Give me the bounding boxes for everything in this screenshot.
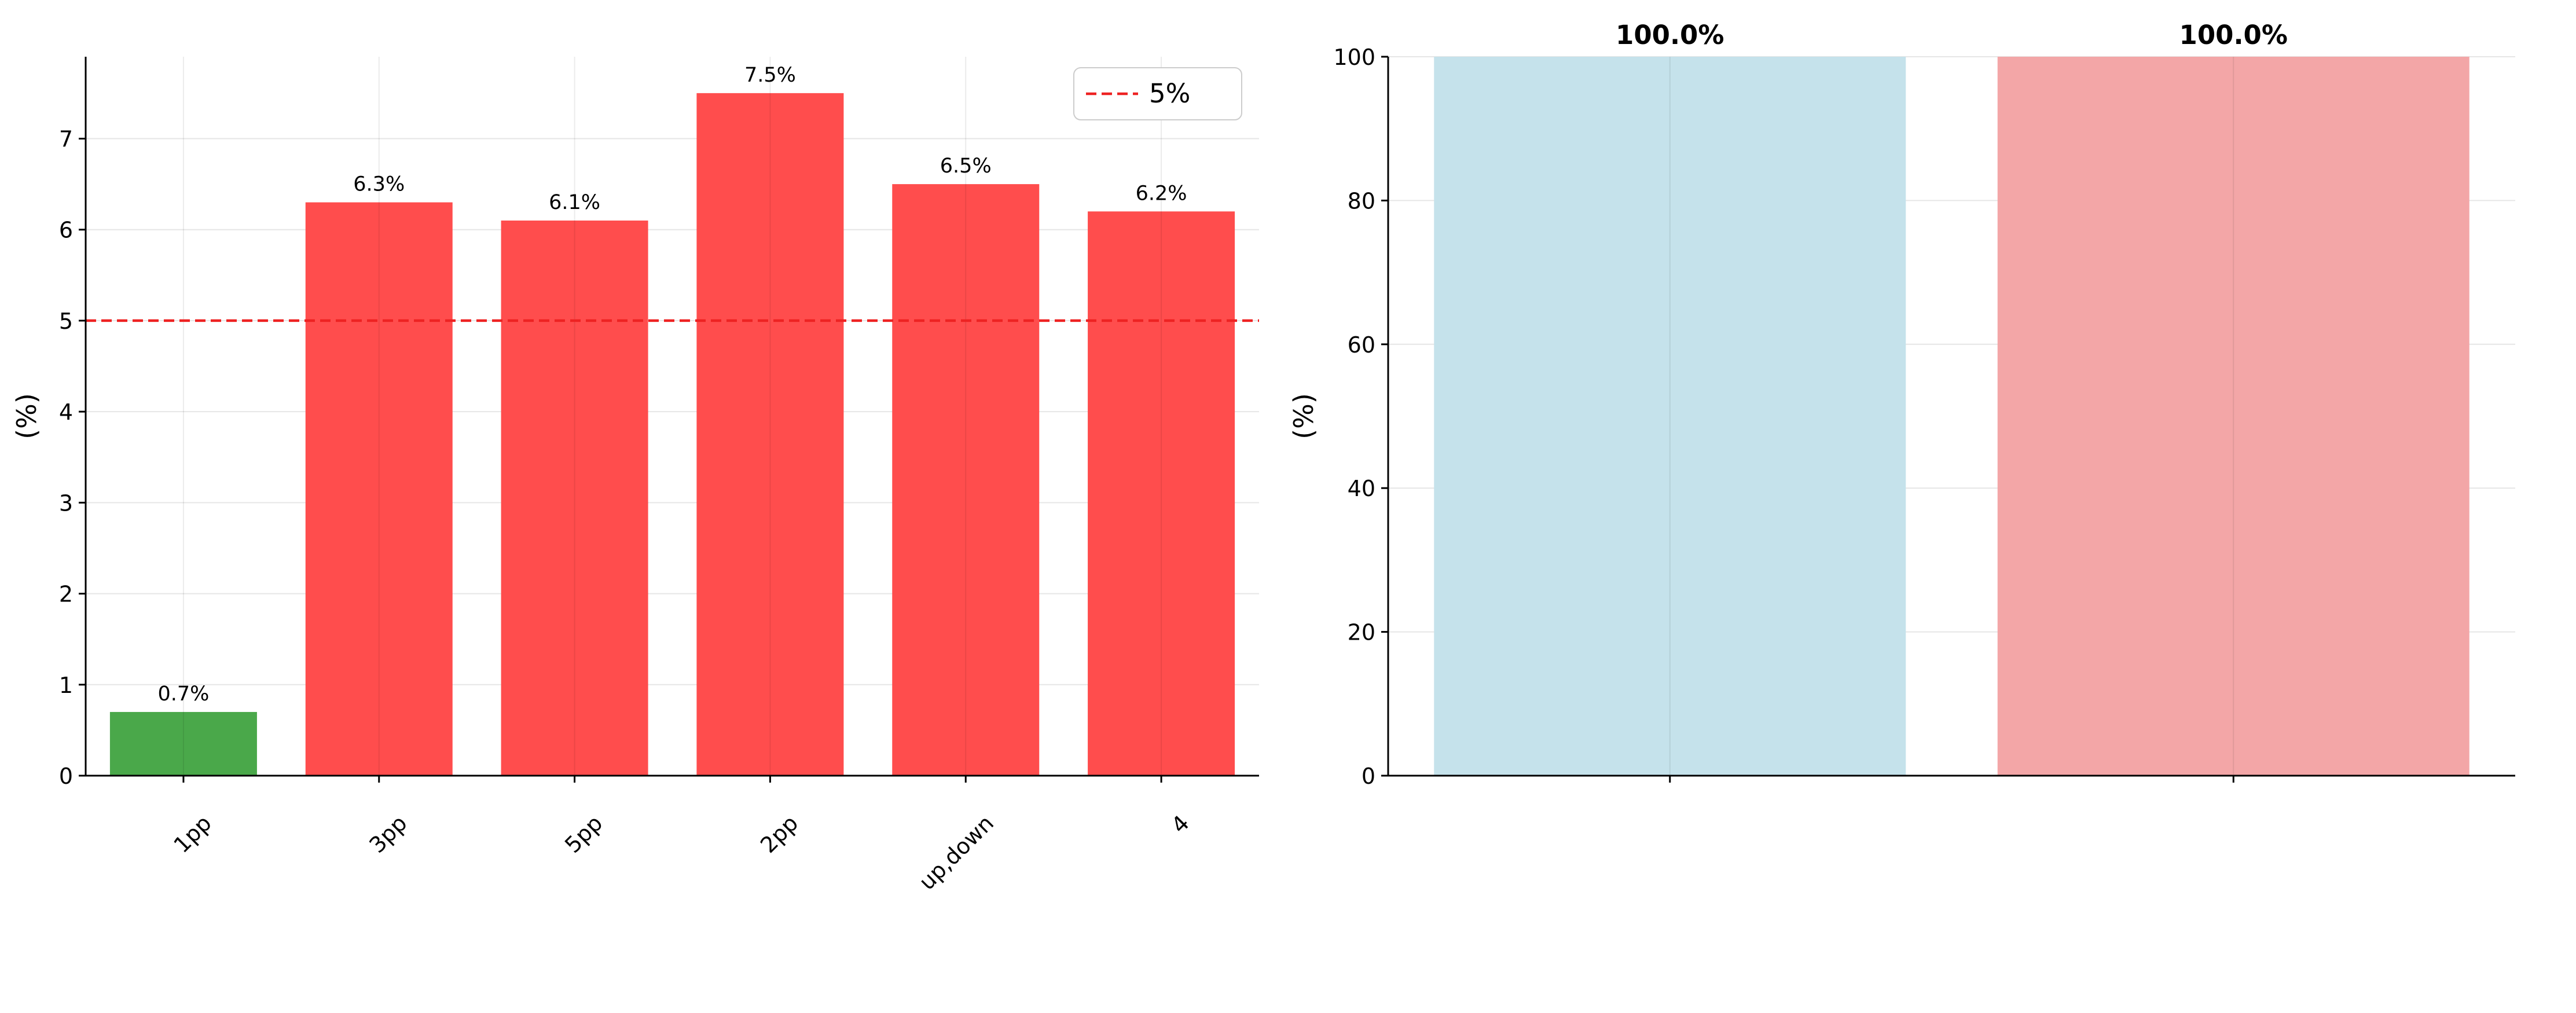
- chart1-category-label-4: up,down: [914, 810, 999, 895]
- chart1-ytick-label-1: 1: [59, 673, 73, 698]
- chart1-category-label-5: 4: [1166, 810, 1194, 838]
- chart1-bar-1: [305, 202, 453, 776]
- chart1-bar-4: [892, 184, 1040, 776]
- chart1-bar-2: [501, 220, 648, 776]
- chart2-ytick-label-1: 20: [1348, 620, 1375, 645]
- chart1-ytick-label-6: 6: [59, 218, 73, 243]
- chart1-category-label-0: 1pp: [168, 810, 216, 858]
- chart1-ytick-label-3: 3: [59, 490, 73, 516]
- chart2-bar-1: [1997, 57, 2469, 776]
- chart1-ylabel: (%): [11, 393, 42, 439]
- chart1-value-label-5: 6.2%: [1136, 182, 1187, 205]
- chart1-value-label-1: 6.3%: [353, 173, 405, 196]
- chart2-value-label-0: 100.0%: [1616, 20, 1724, 50]
- chart1-value-label-0: 0.7%: [157, 682, 209, 706]
- chart2-ytick-label-2: 40: [1348, 476, 1375, 501]
- chart2-ylabel: (%): [1288, 393, 1319, 439]
- chart1-value-label-4: 6.5%: [940, 155, 992, 178]
- chart1-value-label-3: 7.5%: [744, 64, 796, 87]
- chart1-legend-label: 5%: [1149, 78, 1190, 109]
- chart1-bar-5: [1088, 211, 1235, 776]
- chart2-bar-0: [1434, 57, 1906, 776]
- chart2-ytick-label-5: 100: [1333, 45, 1375, 70]
- chart1-category-label-3: 2pp: [755, 810, 803, 858]
- chart1-ytick-label-2: 2: [59, 582, 73, 607]
- chart1-ytick-label-5: 5: [59, 309, 73, 334]
- chart1-ytick-label-7: 7: [59, 126, 73, 152]
- chart1-legend-box: [1073, 67, 1242, 120]
- chart1-ytick-label-0: 0: [59, 764, 73, 789]
- chart2-ytick-label-3: 60: [1348, 332, 1375, 358]
- chart2-ytick-label-4: 80: [1348, 188, 1375, 214]
- chart1-value-label-2: 6.1%: [549, 191, 600, 214]
- chart1-ytick-label-4: 4: [59, 399, 73, 425]
- chart2-value-label-1: 100.0%: [2179, 20, 2288, 50]
- chart1-category-label-1: 3pp: [364, 810, 412, 858]
- chart1-category-label-2: 5pp: [560, 810, 607, 858]
- chart1-bar-0: [109, 711, 257, 776]
- chart1-bar-3: [696, 93, 844, 776]
- chart2-ytick-label-0: 0: [1362, 764, 1375, 789]
